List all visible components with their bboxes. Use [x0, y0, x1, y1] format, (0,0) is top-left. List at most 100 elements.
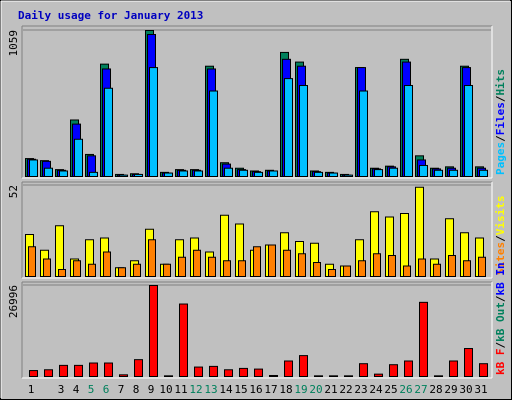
bar: [388, 255, 396, 277]
bar: [194, 366, 203, 377]
x-tick-label: 15: [234, 383, 247, 396]
x-tick-label: 16: [249, 383, 262, 396]
bar: [134, 359, 143, 378]
legend-entry: Pages: [494, 142, 507, 175]
bar: [224, 167, 233, 177]
x-tick-label: 9: [148, 383, 155, 396]
legend-entry: Files: [494, 102, 507, 135]
bar: [254, 171, 263, 178]
x-tick-label: 12: [189, 383, 202, 396]
bar: [119, 174, 128, 177]
bar: [194, 170, 203, 178]
x-tick-label: 13: [204, 383, 217, 396]
x-tick-label: 30: [459, 383, 472, 396]
bar: [238, 260, 246, 277]
legend-separator: /: [494, 95, 507, 102]
bar: [328, 269, 336, 277]
bar: [239, 367, 248, 377]
bar: [464, 348, 473, 378]
bar: [58, 269, 66, 277]
legend: kB F/kB Out/kB In: [494, 262, 507, 375]
bar: [404, 85, 413, 177]
bar: [314, 171, 323, 178]
bar: [118, 267, 126, 277]
bar: [74, 364, 83, 377]
bar: [254, 368, 263, 377]
bar: [209, 90, 218, 177]
bar: [358, 260, 366, 277]
bar: [149, 67, 158, 177]
chart-title: Daily usage for January 2013: [18, 9, 203, 22]
bar: [359, 363, 368, 378]
bar: [268, 244, 276, 277]
bar: [103, 251, 111, 277]
bar: [253, 246, 261, 277]
legend-separator: /: [494, 342, 507, 349]
x-tick-label: 25: [384, 383, 397, 396]
bar: [299, 85, 308, 177]
legend-entry: Hits: [494, 69, 507, 96]
bar: [298, 253, 306, 277]
bar: [239, 169, 248, 178]
x-tick-label: 21: [324, 383, 337, 396]
legend: Pages/Files/Hits: [494, 69, 507, 175]
bar: [329, 172, 338, 177]
x-tick-label: 31: [474, 383, 487, 396]
bar: [179, 170, 188, 178]
bar: [419, 301, 428, 377]
x-tick-label: 28: [429, 383, 442, 396]
bar: [344, 174, 353, 177]
bar: [59, 170, 68, 178]
bar: [224, 369, 233, 378]
x-tick-label: 24: [369, 383, 383, 396]
bar: [374, 169, 383, 177]
bar: [119, 374, 128, 378]
bar: [403, 265, 411, 277]
bar: [343, 265, 351, 277]
bar: [389, 364, 398, 378]
bar: [88, 263, 96, 277]
x-tick-label: 17: [264, 383, 277, 396]
bar: [223, 260, 231, 277]
legend-entry: Visits: [494, 196, 507, 236]
legend: Sites/Visits: [494, 196, 507, 276]
bar: [299, 355, 308, 378]
legend-entry: kB F: [494, 349, 507, 376]
bar: [449, 169, 458, 178]
bar: [283, 249, 291, 277]
legend-entry: kB Out: [494, 302, 507, 342]
x-tick-label: 26: [399, 383, 412, 396]
bar: [479, 363, 488, 378]
bar: [104, 87, 113, 177]
x-tick-label: 19: [294, 383, 307, 396]
bar: [433, 263, 441, 277]
bar: [479, 169, 488, 178]
x-tick-label: 3: [58, 383, 65, 396]
bar: [55, 225, 64, 277]
bar: [329, 375, 338, 378]
bar: [434, 169, 443, 178]
bar: [179, 303, 188, 378]
x-tick-label: 5: [88, 383, 95, 396]
bar: [389, 167, 398, 177]
x-tick-label: 27: [414, 383, 427, 396]
bar: [269, 374, 278, 377]
bar: [164, 375, 173, 378]
bar: [464, 85, 473, 177]
bar: [449, 360, 458, 377]
x-tick-label: 22: [339, 383, 352, 396]
y-tick-label: 1059: [7, 30, 20, 57]
bar: [269, 170, 278, 178]
x-tick-label: 23: [354, 383, 367, 396]
bar: [434, 375, 443, 378]
bar: [284, 78, 293, 177]
bar: [44, 369, 53, 378]
bar: [314, 375, 323, 378]
bar: [373, 253, 381, 277]
legend-entry: Sites: [494, 242, 507, 275]
bar: [148, 239, 156, 277]
x-tick-label: 11: [174, 383, 187, 396]
bar: [178, 256, 186, 277]
bar: [419, 164, 428, 178]
